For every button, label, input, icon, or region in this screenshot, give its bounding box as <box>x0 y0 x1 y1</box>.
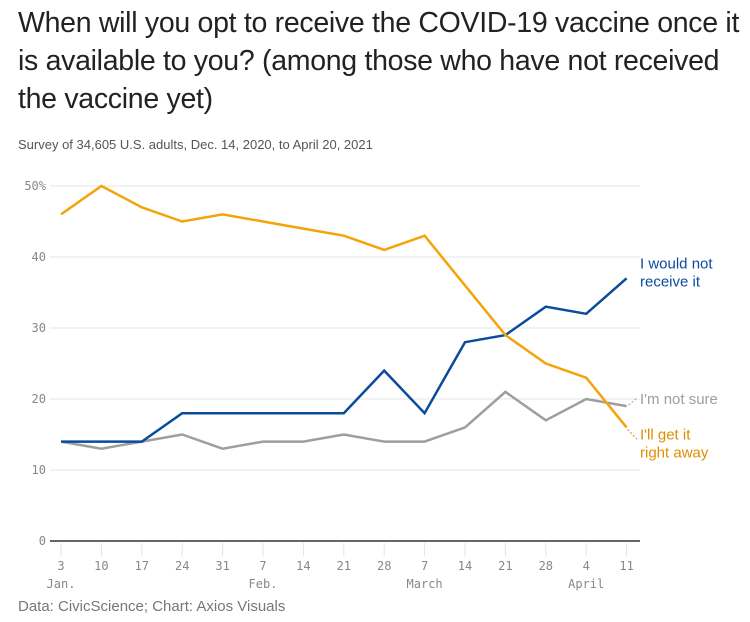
x-tick-label: 10 <box>94 559 108 573</box>
series-label: right away <box>640 444 709 461</box>
series-label: I'll get it <box>640 426 691 443</box>
x-tick-label: 14 <box>458 559 472 573</box>
x-tick-label: 7 <box>421 559 428 573</box>
x-tick-label: 17 <box>135 559 149 573</box>
x-tick-label: 14 <box>296 559 310 573</box>
y-tick-label: 20 <box>32 392 46 406</box>
y-tick-label: 50% <box>24 179 46 193</box>
x-month-label: Feb. <box>249 577 278 591</box>
x-month-label: March <box>407 577 443 591</box>
x-tick-label: 21 <box>337 559 351 573</box>
x-tick-label: 28 <box>539 559 553 573</box>
x-month-label: April <box>568 577 604 591</box>
x-month-label: Jan. <box>47 577 76 591</box>
x-tick-label: 28 <box>377 559 391 573</box>
x-tick-label: 4 <box>583 559 590 573</box>
y-tick-label: 40 <box>32 250 46 264</box>
chart-title: When will you opt to receive the COVID-1… <box>18 7 740 115</box>
chart-source: Data: CivicScience; Chart: Axios Visuals <box>18 598 286 615</box>
series-label: I would not <box>640 255 713 272</box>
label-leader <box>628 397 638 406</box>
x-tick-label: 24 <box>175 559 189 573</box>
x-tick-label: 7 <box>259 559 266 573</box>
y-tick-label: 10 <box>32 463 46 477</box>
y-tick-label: 0 <box>39 534 46 548</box>
series-label: receive it <box>640 273 701 290</box>
series-label: I'm not sure <box>640 391 718 408</box>
x-tick-label: 3 <box>57 559 64 573</box>
y-tick-label: 30 <box>32 321 46 335</box>
label-leader <box>627 429 638 440</box>
series-line-2 <box>60 184 628 429</box>
x-tick-label: 21 <box>498 559 512 573</box>
x-tick-label: 11 <box>619 559 633 573</box>
chart-subtitle: Survey of 34,605 U.S. adults, Dec. 14, 2… <box>18 137 373 152</box>
x-tick-label: 31 <box>215 559 229 573</box>
